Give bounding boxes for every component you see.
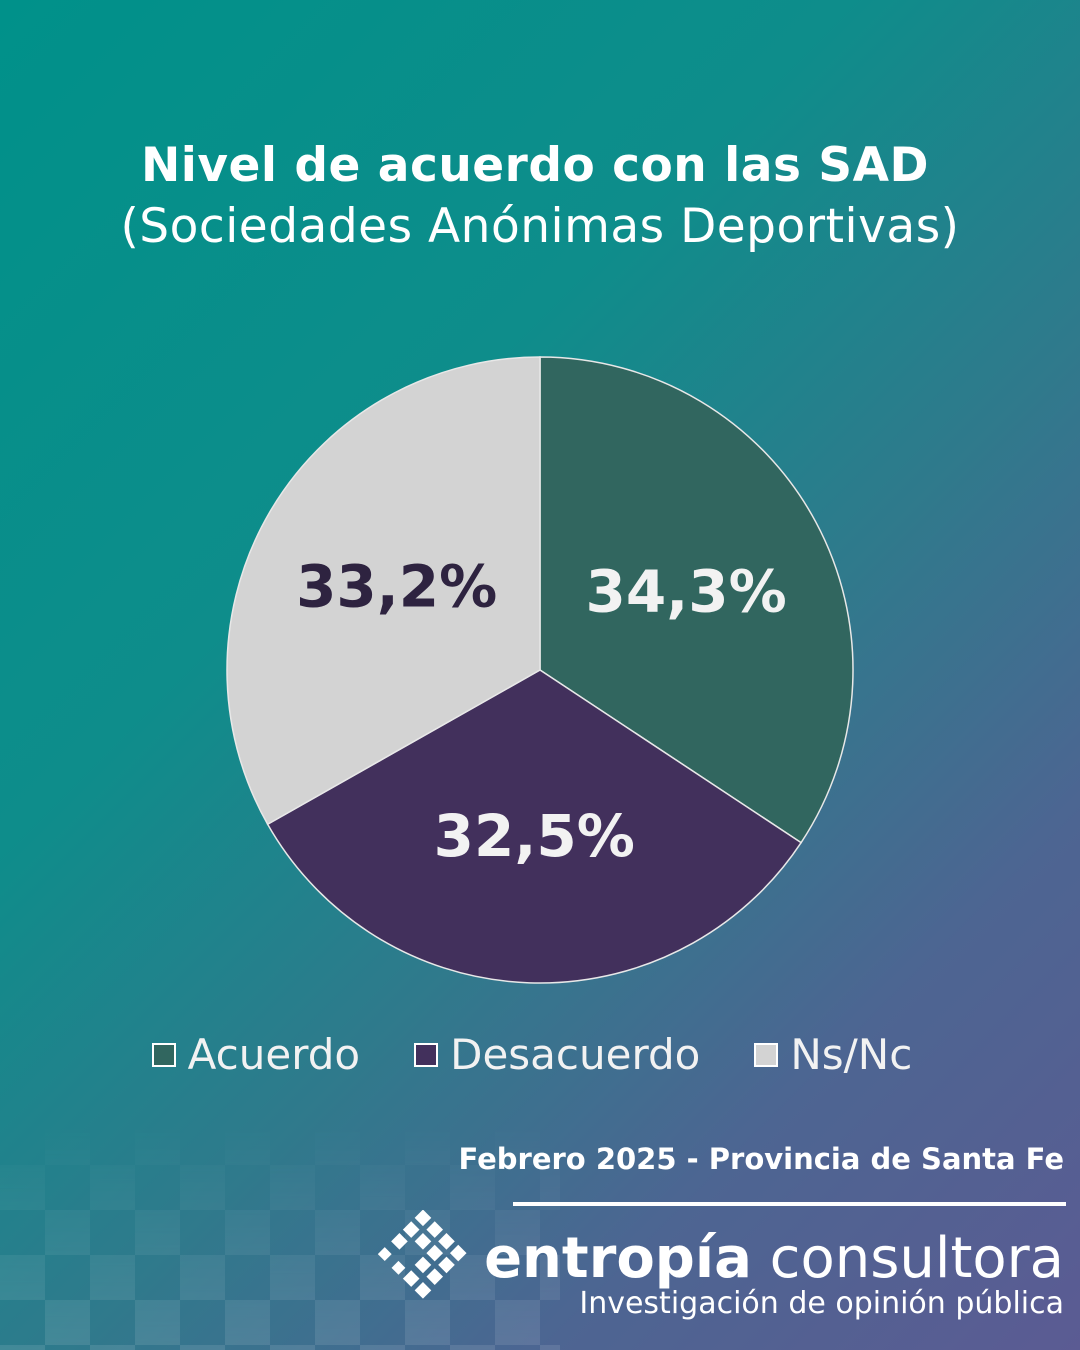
entropia-logo-icon: [377, 1210, 467, 1299]
brand-name-light: consultora: [769, 1226, 1064, 1292]
brand-tagline: Investigación de opinión pública: [579, 1286, 1064, 1321]
pie-label-ns-nc: 33,2%: [296, 552, 497, 620]
pie-chart: 34,3% 32,5% 33,2%: [226, 356, 854, 984]
footer-date-location: Febrero 2025 - Provincia de Santa Fe: [458, 1142, 1064, 1176]
legend-swatch-nsnc: [754, 1042, 779, 1067]
background-pattern: [0, 1120, 560, 1350]
pie-label-desacuerdo: 32,5%: [434, 802, 635, 870]
brand: entropía consultora: [372, 1210, 1064, 1308]
chart-legend: Acuerdo Desacuerdo Ns/Nc: [0, 1030, 1072, 1079]
legend-label-desacuerdo: Desacuerdo: [450, 1030, 701, 1079]
pie-label-acuerdo: 34,3%: [586, 557, 787, 625]
chart-subtitle: (Sociedades Anónimas Deportivas): [120, 199, 960, 254]
legend-label-acuerdo: Acuerdo: [187, 1030, 361, 1079]
pie-slice-desacuerdo: [266, 669, 803, 984]
legend-swatch-desacuerdo: [414, 1042, 439, 1067]
legend-item-nsnc: Ns/Nc: [754, 1030, 912, 1079]
legend-label-nsnc: Ns/Nc: [790, 1030, 913, 1079]
pie-slice-ns-nc: [226, 356, 541, 826]
legend-swatch-acuerdo: [151, 1042, 176, 1067]
brand-name-strong: entropía: [484, 1226, 752, 1292]
brand-name: entropía consultora: [484, 1225, 1064, 1292]
chart-header: Nivel de acuerdo con las SAD (Sociedades…: [0, 138, 1080, 254]
legend-item-acuerdo: Acuerdo: [151, 1030, 361, 1079]
legend-item-desacuerdo: Desacuerdo: [414, 1030, 700, 1079]
chart-title: Nivel de acuerdo con las SAD: [140, 138, 930, 193]
footer-divider: [513, 1202, 1066, 1206]
